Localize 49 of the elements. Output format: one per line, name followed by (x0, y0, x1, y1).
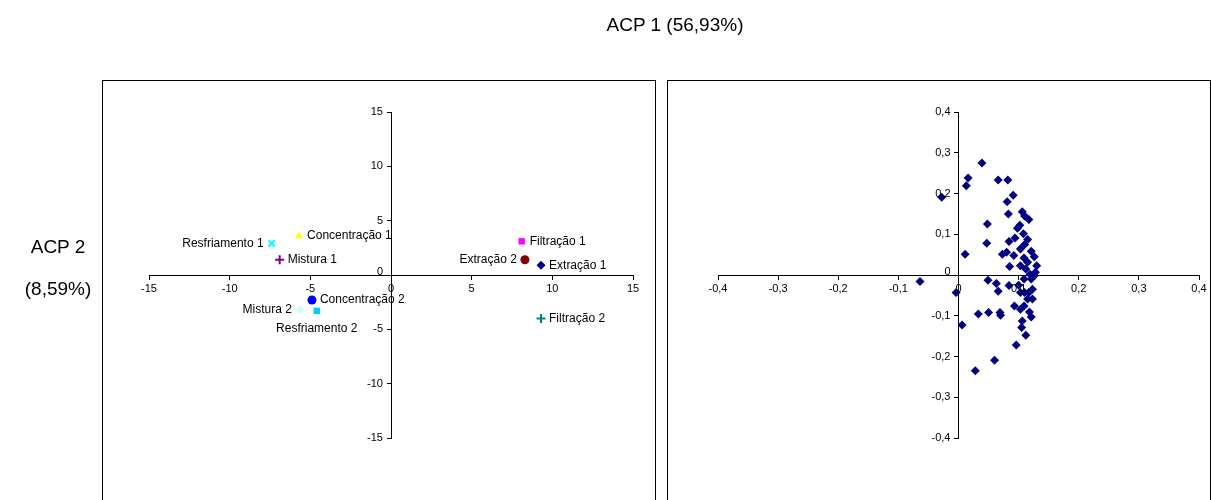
y-tick-label: 0 (376, 265, 383, 278)
series-label: Extração 1 (549, 257, 607, 272)
point (295, 231, 303, 239)
y-tick-label: 10 (370, 159, 383, 172)
y-tick-label: 0,3 (935, 145, 951, 158)
y-tick-label: -10 (367, 376, 383, 389)
point (274, 254, 286, 266)
x-tick-label: -0,2 (828, 281, 848, 294)
series-label: Mistura 1 (287, 252, 338, 267)
x-tick-label: 15 (626, 281, 640, 294)
point (520, 255, 530, 265)
x-tick-label: -0,3 (768, 281, 788, 294)
x-tick-label: 0,4 (1191, 281, 1207, 294)
x-tick-label: 5 (468, 281, 475, 294)
point (307, 295, 317, 305)
point (295, 305, 305, 315)
y-tick-label: -0,4 (931, 431, 951, 444)
x-tick-label: -15 (141, 281, 157, 294)
x-tick-label: -0,4 (708, 281, 728, 294)
x-tick-label: -10 (221, 281, 238, 294)
series-label: Filtração 1 (529, 233, 587, 248)
y-tick-label: -0,1 (931, 308, 951, 321)
y-tick-label: 5 (376, 213, 383, 226)
y-tick-label: -0,3 (931, 390, 951, 403)
point (518, 238, 525, 245)
y-tick-label: 0,4 (935, 105, 951, 118)
x-tick-label: 10 (546, 281, 559, 294)
y-axis-title: ACP 2 (8,59%) (23, 235, 93, 301)
series-label: Resfriamento 1 (182, 235, 264, 250)
series-label: Concentração 1 (307, 228, 393, 243)
y-tick-label: -15 (367, 431, 383, 444)
x-axis-title: ACP 1 (56,93%) (605, 14, 745, 36)
series-label: Extração 2 (459, 252, 518, 267)
y-tick-label: -0,2 (931, 349, 951, 362)
series-label: Resfriamento 2 (276, 321, 358, 336)
x-tick-label: 0,2 (1071, 281, 1087, 294)
x-tick-label: -5 (305, 281, 316, 294)
x-tick-label: 0,3 (1131, 281, 1147, 294)
y-tick-label: 15 (370, 105, 383, 118)
series-label: Mistura 2 (242, 302, 293, 317)
point (267, 239, 276, 248)
x-tick-label: 0,1 (1010, 281, 1027, 294)
point (536, 260, 546, 270)
x-tick-label: -0,1 (888, 281, 908, 294)
series-label: Filtração 2 (549, 310, 606, 325)
y-tick-label: 0,1 (935, 227, 951, 240)
y-tick-label: 0,2 (935, 186, 951, 199)
y-tick-label: -5 (373, 322, 383, 335)
y-tick-label: 0 (944, 265, 951, 278)
